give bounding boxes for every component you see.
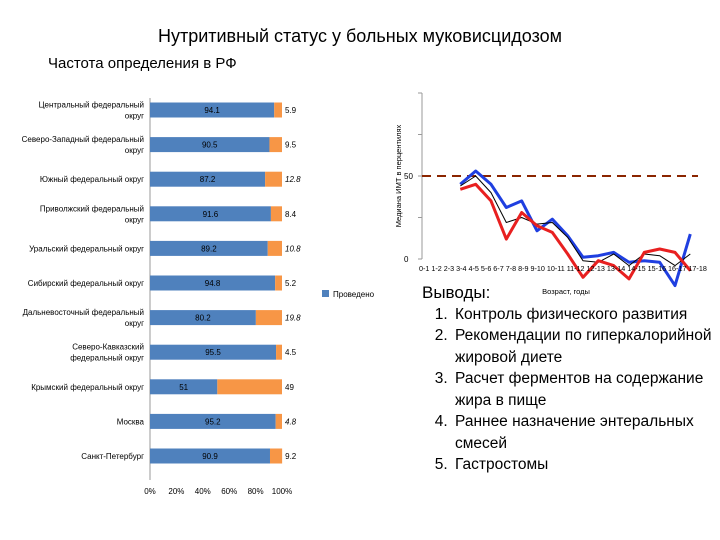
bar-tick-label: 0%: [144, 487, 156, 496]
bar-tick-label: 20%: [168, 487, 184, 496]
bar-segment: [274, 102, 282, 118]
bar-value-label: 89.2: [201, 244, 217, 253]
bar-segment: [265, 171, 282, 187]
bar-value-label: 4.5: [285, 348, 297, 357]
bar-value-label: 87.2: [200, 175, 216, 184]
bar-segment: [150, 379, 218, 395]
page-subtitle: Частота определения в РФ: [48, 55, 237, 72]
bar-value-label: 95.2: [205, 417, 221, 426]
bar-segment: [270, 206, 282, 222]
line-y-tick-label: 0: [404, 255, 409, 264]
bar-segment: [150, 344, 277, 360]
bar-segment: [276, 344, 282, 360]
bar-category-label: Крымский федеральный округ: [31, 383, 144, 392]
bar-value-label: 49: [285, 383, 294, 392]
line-series-black: [460, 175, 691, 267]
bar-value-label: 94.8: [205, 279, 221, 288]
line-y-axis-title: Медиана ИМТ в перцентилях: [394, 124, 403, 227]
bar-segment: [150, 102, 275, 118]
bar-value-label: 5.9: [285, 106, 297, 115]
bar-category-label: Северо-Кавказский федеральный округ: [70, 343, 144, 363]
bar-segment: [150, 206, 271, 222]
conclusion-item: Расчет ферментов на содержание жира в пи…: [452, 368, 717, 411]
bar-segment: [217, 379, 282, 395]
bar-value-label: 8.4: [285, 210, 297, 219]
bar-segment: [150, 275, 276, 291]
conclusions-block: Выводы: Контроль физического развития Ре…: [422, 282, 717, 476]
bar-segment: [269, 448, 283, 464]
bar-segment: [269, 137, 282, 153]
bar-segment: [255, 310, 282, 326]
bar-value-label: 12.8: [285, 175, 301, 184]
conclusion-item: Контроль физического развития: [452, 304, 717, 326]
bar-segment: [150, 137, 270, 153]
bar-value-label: 19.8: [285, 314, 301, 323]
line-series-red: [459, 182, 692, 281]
bar-segment: [150, 240, 268, 256]
bar-value-label: 9.5: [285, 141, 297, 150]
conclusion-item: Рекомендации по гиперкалорийной жировой …: [452, 325, 717, 368]
bar-value-label: 90.9: [202, 452, 218, 461]
bar-category-label: Северо-Западный федеральный округ: [22, 135, 144, 155]
bar-value-label: 9.2: [285, 452, 297, 461]
bar-tick-label: 60%: [221, 487, 237, 496]
bar-category-label: Санкт-Петербург: [81, 452, 144, 461]
bar-segment: [150, 448, 270, 464]
bar-value-label: 95.5: [205, 348, 221, 357]
bar-tick-label: 100%: [272, 487, 292, 496]
bar-category-label: Центральный федеральный округ: [39, 101, 144, 121]
bar-value-label: 5.2: [285, 279, 297, 288]
bar-category-label: Сибирский федеральный округ: [28, 279, 144, 288]
line-y-tick-label: 50: [404, 172, 413, 181]
bar-segment: [267, 240, 282, 256]
bar-value-label: 90.5: [202, 141, 218, 150]
bar-segment: [275, 275, 282, 291]
bar-segment: [150, 310, 256, 326]
bar-category-label: Южный федеральный округ: [40, 175, 144, 184]
conclusion-item: Раннее назначение энтеральных смесей: [452, 411, 717, 454]
bar-segment: [275, 413, 282, 429]
conclusion-item: Гастростомы: [452, 454, 717, 476]
bar-category-label: Приволжский федеральный округ: [40, 204, 144, 224]
bar-segment: [150, 413, 276, 429]
bar-value-label: 51: [179, 383, 188, 392]
bar-category-label: Москва: [117, 417, 145, 426]
bar-tick-label: 40%: [195, 487, 211, 496]
legend-swatch: [322, 290, 329, 297]
bar-value-label: 80.2: [195, 314, 211, 323]
bar-value-label: 91.6: [203, 210, 219, 219]
bar-category-label: Уральский федеральный округ: [29, 244, 144, 253]
conclusions-list: Контроль физического развития Рекомендац…: [422, 304, 717, 476]
bar-segment: [150, 171, 266, 187]
bar-value-label: 94.1: [204, 106, 220, 115]
line-x-tick-labels: 0-1 1-2 2-3 3-4 4-5 5-6 6-7 7-8 8-9 9-10…: [419, 264, 707, 273]
conclusions-heading: Выводы:: [422, 283, 491, 302]
line-series-blue: [459, 169, 692, 288]
line-x-axis-title: Возраст, годы: [542, 287, 590, 296]
page-title: Нутритивный статус у больных муковисцидо…: [157, 26, 563, 46]
bar-category-label: Дальневосточный федеральный округ: [23, 308, 144, 328]
bar-value-label: 4.8: [285, 417, 297, 426]
legend-label: Проведено: [333, 290, 375, 299]
bar-tick-label: 80%: [248, 487, 264, 496]
bar-value-label: 10.8: [285, 244, 301, 253]
